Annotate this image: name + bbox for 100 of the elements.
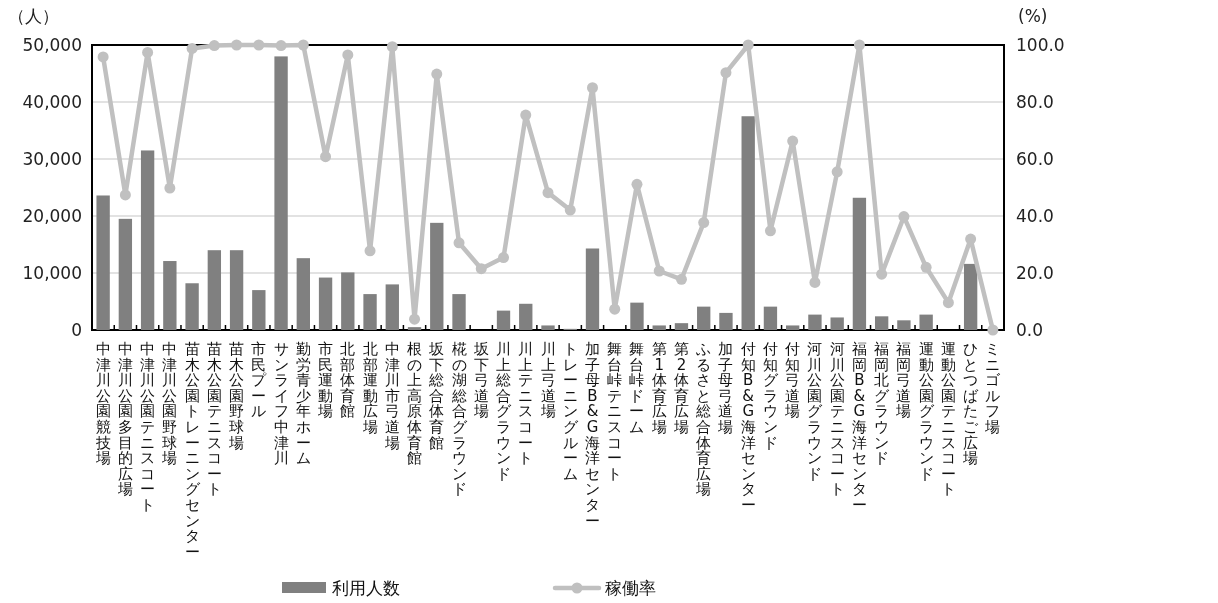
bar — [140, 150, 155, 330]
bar — [496, 310, 511, 330]
point — [787, 135, 799, 147]
point — [920, 261, 932, 273]
point — [853, 39, 865, 51]
bar — [652, 325, 666, 330]
y2-tick-label: 80.0 — [1016, 92, 1054, 112]
point — [97, 51, 109, 63]
y-tick-label: 20,000 — [22, 206, 82, 226]
x-tick-label: 福岡B&G海洋センター — [851, 340, 867, 514]
x-tick-label: 苗木公園テニスコート — [206, 340, 222, 499]
x-tick-label: 付知グラウンド — [762, 340, 778, 452]
point — [520, 109, 532, 121]
x-tick-label: 第1体育広場 — [651, 340, 667, 436]
y2-tick-label: 40.0 — [1016, 206, 1054, 226]
x-tick-label: 第2体育広場 — [673, 340, 689, 436]
point — [409, 313, 421, 325]
bar — [741, 116, 755, 330]
bar — [185, 283, 199, 330]
point — [631, 178, 643, 190]
bar — [786, 325, 800, 330]
x-tick-label: 中津川公園テニスコート — [140, 340, 156, 514]
x-tick-label: 北部運動広場 — [362, 340, 378, 436]
bar — [341, 272, 355, 330]
y-tick-label: 0 — [71, 320, 82, 340]
bar — [674, 323, 689, 330]
point — [431, 68, 443, 80]
bar — [874, 316, 889, 330]
point — [253, 39, 265, 51]
point — [342, 49, 354, 61]
point — [564, 204, 576, 216]
x-tick-label: サンライフ中津川 — [273, 340, 289, 468]
x-tick-label: トレーニングルーム — [562, 340, 578, 483]
bar — [407, 327, 422, 330]
bar — [719, 312, 733, 330]
bar — [430, 222, 444, 330]
x-tick-label: 坂下総合体育館 — [429, 340, 445, 452]
y-tick-label: 50,000 — [22, 35, 82, 55]
bar — [163, 261, 177, 330]
x-tick-label: 川上総合グラウンド — [496, 340, 511, 483]
point — [275, 40, 287, 52]
x-tick-label: 加子母B&G海洋センター — [585, 340, 600, 530]
point — [186, 42, 198, 54]
y-tick-label: 40,000 — [22, 92, 82, 112]
bar — [808, 314, 822, 330]
point — [498, 252, 510, 264]
point — [475, 263, 487, 275]
point — [231, 39, 243, 51]
x-tick-label: 市民プール — [251, 340, 267, 421]
point — [142, 46, 154, 58]
point — [386, 41, 398, 53]
bar — [229, 250, 244, 330]
x-tick-label: 川上テニスコート — [518, 340, 534, 468]
point — [653, 265, 665, 277]
point — [698, 217, 710, 229]
bar — [763, 306, 778, 330]
point — [675, 273, 687, 285]
x-tick-label: 勤労青少年ホーム — [295, 340, 311, 468]
x-tick-label: 運動公園グラウンド — [918, 340, 934, 483]
legend-label: 稼働率 — [605, 578, 656, 598]
x-tick-label: 中津川公園多目的広場 — [117, 340, 133, 499]
point — [208, 40, 220, 52]
bar — [385, 284, 399, 330]
x-tick-label: 河川公園テニスコート — [829, 340, 845, 499]
x-tick-label: 舞台峠ドーム — [629, 340, 645, 436]
x-tick-label: 川上弓道場 — [540, 340, 556, 421]
x-tick-label: 河川公園グラウンド — [807, 340, 823, 483]
y-axis-title: （人） — [8, 6, 59, 26]
y-tick-label: 10,000 — [22, 263, 82, 283]
bar — [452, 294, 466, 330]
x-tick-label: 運動公園テニスコート — [940, 340, 956, 499]
point — [542, 187, 554, 199]
point — [164, 182, 176, 194]
bar — [118, 218, 133, 330]
x-tick-label: 椛の湖総合グラウンド — [451, 340, 467, 499]
x-tick-label: ひとつばたご広場 — [963, 340, 979, 468]
point — [453, 237, 465, 249]
x-tick-label: 福岡北グラウンド — [874, 340, 890, 468]
x-tick-label: 福岡弓道場 — [896, 340, 912, 421]
x-tick-label: 苗木公園野球場 — [229, 340, 245, 452]
x-tick-label: 付知B&G海洋センター — [740, 340, 756, 514]
bar — [96, 195, 110, 330]
bar — [852, 197, 867, 330]
y2-tick-label: 0.0 — [1016, 320, 1044, 340]
bar — [830, 317, 844, 330]
bar — [897, 320, 911, 330]
y2-tick-label: 20.0 — [1016, 263, 1054, 283]
point — [720, 67, 732, 79]
x-tick-label: 加子母弓道場 — [718, 340, 734, 436]
point — [831, 166, 843, 178]
point — [742, 39, 754, 51]
x-tick-label: 北部体育館 — [340, 340, 356, 421]
x-tick-label: 中津川市弓道場 — [384, 340, 400, 452]
bar — [541, 325, 555, 330]
point — [609, 303, 621, 315]
x-tick-label: 坂下弓道場 — [473, 340, 489, 421]
bar — [363, 294, 377, 330]
point — [364, 245, 376, 257]
y2-tick-label: 100.0 — [1016, 35, 1065, 55]
point — [764, 225, 776, 237]
